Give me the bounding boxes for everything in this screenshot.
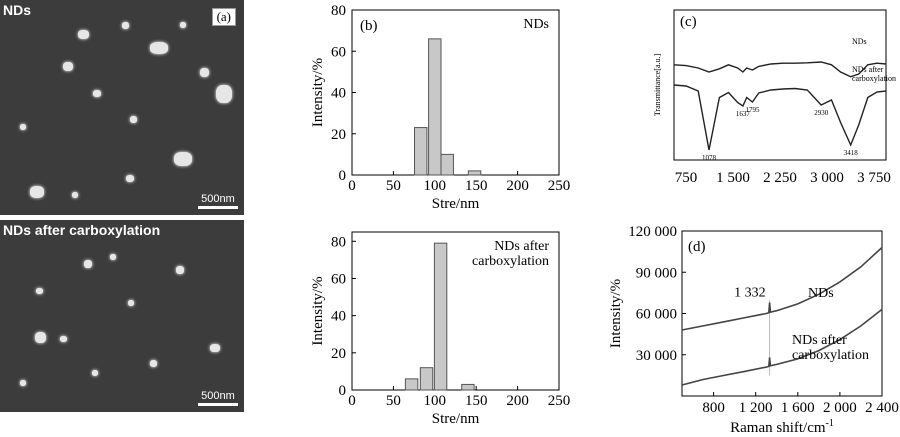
x-axis-label: Stre/nm — [432, 411, 480, 427]
y-axis-label: Intensity/% — [310, 276, 326, 345]
x-tick-label: 0 — [348, 393, 356, 409]
legend-nds-after-carboxylation: NDs after carboxylation — [852, 65, 896, 83]
x-tick-label: 150 — [465, 393, 488, 409]
x-tick-label: 250 — [548, 178, 571, 194]
y-tick-label: 60 000 — [636, 307, 677, 323]
histogram-bar — [428, 38, 442, 176]
x-tick-label: 50 — [386, 393, 401, 409]
panel-label-c: (c) — [680, 14, 697, 30]
x-tick-label: 2 400 — [865, 400, 899, 416]
chart-raman-spectra: 30 000 60 000 90 000 120 000 800 1 200 1 600 2 … — [608, 224, 899, 436]
histogram-bar — [461, 383, 475, 391]
peak-label: 1078 — [702, 154, 717, 162]
y-tick-label: 30 000 — [636, 348, 677, 364]
x-tick-label: 1 200 — [739, 400, 773, 416]
panel-label-b: (b) — [360, 18, 378, 34]
panel-label-a: (a) — [211, 8, 236, 26]
x-axis-label: Stre/nm — [432, 196, 480, 212]
sem-image-nds: NDs (a) 500nm — [0, 0, 244, 215]
histogram-bar — [433, 242, 448, 391]
peak-label: 1 332 — [734, 286, 766, 301]
peak-label: 1795 — [745, 106, 760, 114]
x-tick-label: 0 — [348, 178, 356, 194]
plot-frame — [681, 230, 883, 397]
x-tick-label: 1 500 — [716, 170, 750, 186]
peak-label: 3418 — [844, 149, 859, 157]
y-tick-label: 60 — [331, 44, 346, 60]
x-tick-label: 2 000 — [823, 400, 857, 416]
histogram-bar — [440, 153, 454, 176]
x-tick-label: 1 600 — [781, 400, 815, 416]
legend-nds: NDs — [852, 37, 867, 46]
x-tick-label: 3 000 — [810, 170, 844, 186]
x-tick-label: 100 — [424, 178, 447, 194]
x-axis-label: Raman shift/cm-1 — [730, 418, 834, 436]
sem-image-nds-carboxylation: NDs after carboxylation 500nm — [0, 220, 244, 412]
x-tick-label: 200 — [506, 393, 528, 409]
sem-label-nds-after-carboxylation: NDs after carboxylation — [3, 222, 161, 238]
series-label-nds: NDs — [808, 286, 834, 301]
series-annotation: NDs — [523, 17, 549, 32]
plot-frame — [351, 231, 560, 391]
x-tick-label: 750 — [675, 170, 698, 186]
x-tick-label: 3 750 — [857, 170, 891, 186]
histogram-bar — [419, 367, 434, 391]
y-tick-label: 0 — [339, 168, 347, 184]
histogram-bar — [404, 378, 419, 391]
histogram-bar — [414, 127, 428, 176]
y-tick-label: 90 000 — [636, 265, 677, 281]
y-axis-label: Intensity/% — [608, 279, 624, 348]
y-tick-label: 80 — [331, 234, 346, 250]
x-tick-label: 100 — [424, 393, 447, 409]
chart-size-distribution-nds: 0 50 100 150 200 250 0 20 40 60 80 Stre/nm Intensity… — [310, 3, 571, 212]
x-tick-label: 800 — [702, 400, 725, 416]
x-tick-label: 150 — [465, 178, 488, 194]
scale-bar-label: 500nm — [201, 390, 235, 402]
sem-label-nds: NDs — [3, 2, 32, 18]
series-label-nds-after-carboxylation: NDs after carboxylation — [792, 333, 869, 363]
y-tick-label: 60 — [331, 271, 346, 287]
plot-frame — [351, 9, 560, 176]
x-tick-label: 250 — [548, 393, 571, 409]
y-axis-label: Intensity/% — [310, 58, 326, 127]
y-tick-label: 20 — [331, 127, 346, 143]
scale-bar-top: 500nm — [198, 193, 238, 209]
y-tick-label: 80 — [331, 3, 346, 19]
panel-label-d: (d) — [688, 239, 706, 255]
scale-bar-label: 500nm — [201, 193, 235, 205]
peak-label: 1637 — [736, 110, 751, 118]
spectrum-line — [673, 61, 887, 78]
spectrum-line — [681, 246, 883, 331]
y-tick-label: 120 000 — [628, 224, 677, 240]
y-tick-label: 20 — [331, 346, 346, 362]
peak-label: 2930 — [814, 109, 829, 117]
y-tick-label: 40 — [331, 309, 346, 325]
y-tick-label: 0 — [339, 383, 347, 399]
histogram-bar — [467, 170, 482, 176]
x-tick-label: 2 250 — [763, 170, 797, 186]
x-tick-label: 200 — [506, 178, 528, 194]
x-tick-label: 50 — [386, 178, 401, 194]
spectrum-line — [673, 84, 887, 151]
chart-size-distribution-nds-carboxylation: 0 50 100 150 200 250 0 20 40 60 80 Stre/nm Intensity… — [310, 231, 571, 427]
series-annotation: NDs after carboxylation — [472, 239, 549, 269]
scale-bar-bottom: 500nm — [198, 390, 238, 406]
y-axis-label: Transmittance[a.u.] — [653, 53, 662, 116]
spectrum-line — [681, 308, 883, 386]
chart-ftir-spectra: (c) NDs NDs after carboxylation 1078 16371795… — [653, 9, 896, 186]
y-tick-label: 40 — [331, 86, 346, 102]
